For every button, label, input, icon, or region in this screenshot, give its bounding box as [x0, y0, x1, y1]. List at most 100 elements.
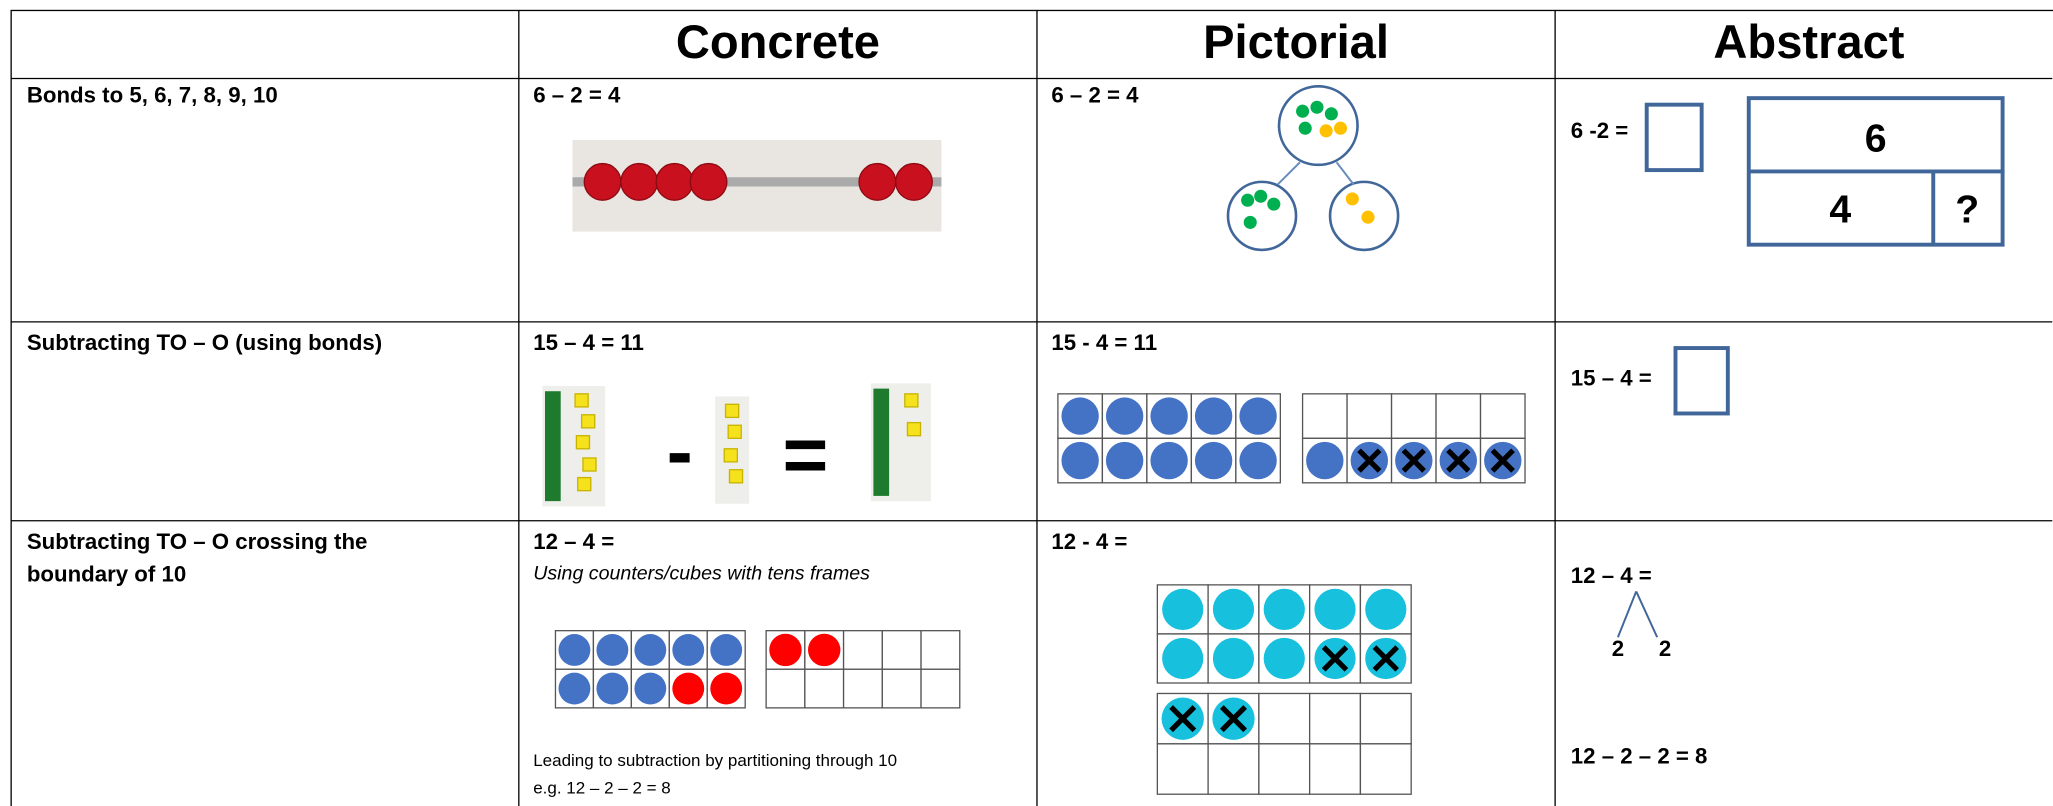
frame-cell	[1359, 692, 1412, 745]
counter	[596, 672, 629, 705]
frame-cell	[1435, 393, 1482, 439]
counter	[1212, 637, 1255, 680]
dot	[1298, 121, 1312, 135]
note: Using counters/cubes with tens frames	[533, 563, 870, 585]
equation: 15 - 4 = 11	[1051, 330, 1157, 355]
arrow	[1277, 161, 1301, 186]
frame-cell	[842, 668, 883, 709]
unit-cube	[582, 457, 597, 472]
counter	[1314, 588, 1356, 631]
frame-cell	[1156, 743, 1209, 795]
partition-line	[1635, 591, 1659, 638]
cross	[1401, 448, 1426, 473]
counter	[1150, 441, 1188, 480]
counter	[558, 672, 591, 705]
tens-rod	[544, 391, 561, 502]
dot	[1345, 192, 1359, 206]
counter	[769, 633, 802, 667]
frame-cell	[881, 668, 922, 709]
counter	[596, 634, 629, 666]
frame-cell	[842, 630, 883, 670]
counter	[1194, 397, 1233, 435]
arrow	[1335, 161, 1355, 186]
dot	[1241, 193, 1255, 207]
counter	[1194, 441, 1233, 480]
equals-sign: =	[782, 410, 828, 498]
cross	[1490, 448, 1515, 473]
frame-cell	[1359, 743, 1412, 795]
frame-cell	[1390, 393, 1437, 439]
counter	[1150, 397, 1188, 435]
equation: 12 – 4 =	[533, 529, 614, 554]
equation: 12 – 2 – 2 = 8	[1571, 743, 1708, 768]
frame-cell	[1258, 692, 1311, 745]
cross	[1169, 705, 1197, 733]
topic: Subtracting TO – O (using bonds)	[27, 330, 382, 355]
frame-cell	[804, 668, 845, 709]
equation: 6 – 2 = 4	[1051, 83, 1139, 108]
unit-cube	[580, 414, 596, 429]
counter	[672, 634, 705, 666]
frame-cell	[1308, 743, 1362, 795]
counter	[808, 633, 841, 667]
frame-cell	[1346, 393, 1393, 439]
table-grid	[10, 9, 2053, 806]
counter	[1162, 637, 1204, 680]
partition-part: 2	[1659, 636, 1671, 661]
counter	[672, 672, 705, 705]
counter	[1212, 588, 1255, 631]
counter	[1239, 397, 1277, 435]
dot	[1296, 104, 1310, 118]
bar-unknown: ?	[1955, 187, 1979, 231]
frame-cell	[765, 668, 806, 709]
answer-box	[1673, 346, 1730, 416]
equation: 15 – 4 =	[1571, 365, 1652, 390]
unit-cube	[575, 435, 591, 450]
footnote: Leading to subtraction by partitioning t…	[533, 751, 897, 770]
counter	[1162, 588, 1204, 631]
dot	[1333, 121, 1348, 135]
dot	[1361, 210, 1375, 224]
counter	[710, 634, 743, 666]
bar-part: 4	[1829, 187, 1851, 231]
unit-cube	[906, 421, 922, 437]
bead	[655, 162, 694, 201]
counter	[558, 634, 591, 666]
cross	[1321, 645, 1349, 672]
topic: boundary of 10	[27, 562, 186, 587]
minus-sign: -	[667, 408, 693, 496]
dot	[1267, 197, 1281, 211]
bar-whole: 6	[1865, 117, 1887, 161]
unit-cube	[724, 403, 740, 419]
frame-cell	[1301, 393, 1348, 439]
counter	[1365, 588, 1407, 631]
bead	[895, 162, 933, 201]
counter	[634, 634, 667, 666]
equation: 15 – 4 = 11	[533, 330, 644, 355]
frame-cell	[1258, 743, 1311, 795]
dot	[1310, 100, 1324, 114]
partition-line	[1617, 591, 1638, 638]
unit-cube	[723, 448, 738, 463]
column-header: Pictorial	[1203, 15, 1389, 68]
counter	[1239, 441, 1277, 480]
bead	[583, 162, 622, 201]
answer-box	[1644, 102, 1704, 173]
counter	[1061, 441, 1099, 480]
unit-cube	[904, 393, 919, 408]
bead	[689, 162, 728, 201]
counter	[634, 672, 667, 705]
equation: 6 – 2 = 4	[533, 83, 621, 108]
frame-cell	[1207, 743, 1260, 795]
dot	[1254, 189, 1268, 203]
unit-cube	[728, 469, 744, 484]
cross	[1220, 705, 1247, 733]
counter	[1263, 637, 1305, 680]
cross	[1372, 645, 1399, 672]
counter	[1105, 397, 1144, 435]
counter	[1061, 397, 1099, 435]
column-header: Concrete	[676, 15, 880, 68]
frame-cell	[920, 668, 961, 709]
